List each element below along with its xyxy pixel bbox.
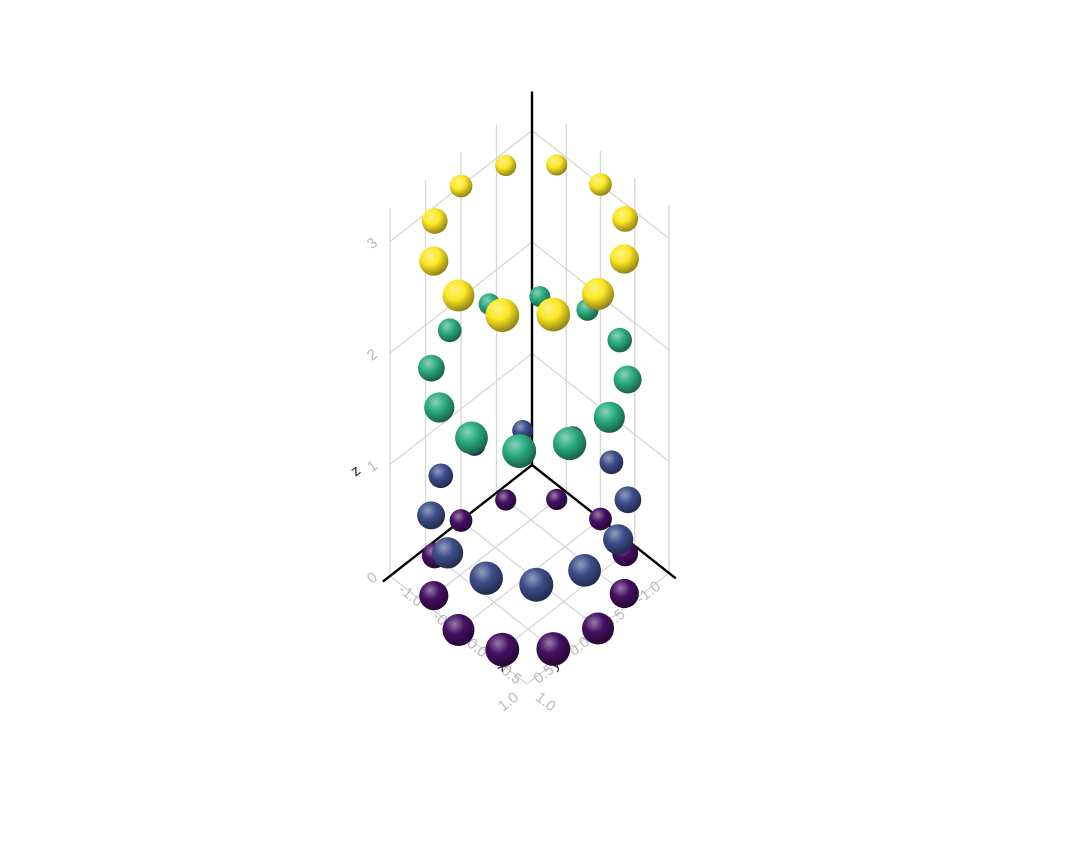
data-point — [418, 354, 445, 382]
data-point — [603, 524, 634, 555]
data-point — [614, 486, 642, 514]
data-point — [437, 318, 462, 343]
data-point — [552, 426, 587, 461]
z-tick-label: 1 — [364, 457, 381, 476]
data-point — [609, 578, 639, 609]
data-point — [419, 246, 449, 276]
data-point — [613, 365, 642, 394]
data-point — [469, 561, 503, 595]
data-point — [519, 567, 554, 602]
data-point — [495, 154, 517, 177]
data-point — [432, 537, 464, 569]
x-tick-label: 1.0 — [532, 689, 559, 715]
data-point — [424, 392, 455, 423]
data-point — [495, 489, 517, 511]
data-point — [421, 208, 448, 234]
data-point — [449, 174, 473, 198]
data-point — [607, 327, 632, 353]
data-point — [582, 278, 614, 310]
data-point — [419, 581, 449, 611]
data-point — [442, 614, 475, 646]
z-tick-label: 0 — [364, 569, 381, 588]
wall-grid-line — [389, 352, 533, 466]
y-tick-label: 1.0 — [495, 689, 522, 715]
data-point — [568, 554, 601, 587]
z-tick-label: 3 — [364, 234, 381, 253]
z-axis-label: z — [347, 462, 363, 480]
data-point — [546, 488, 568, 510]
data-point — [536, 297, 571, 332]
data-point — [593, 401, 625, 433]
data-point — [536, 632, 571, 666]
data-point — [546, 154, 568, 176]
data-point — [582, 612, 614, 645]
floor-grid-line — [492, 545, 636, 658]
data-point — [428, 463, 454, 489]
data-point — [417, 501, 446, 530]
data-points — [417, 154, 642, 667]
data-point — [502, 434, 537, 468]
data-point — [455, 421, 488, 455]
z-tick-label: 2 — [364, 346, 381, 365]
data-point — [609, 244, 639, 274]
data-point — [449, 509, 473, 532]
data-point — [485, 632, 520, 667]
data-point — [599, 450, 624, 475]
data-point — [442, 279, 475, 312]
data-point — [485, 298, 520, 332]
data-point — [589, 173, 612, 196]
data-point — [589, 507, 612, 531]
data-point — [612, 206, 639, 232]
